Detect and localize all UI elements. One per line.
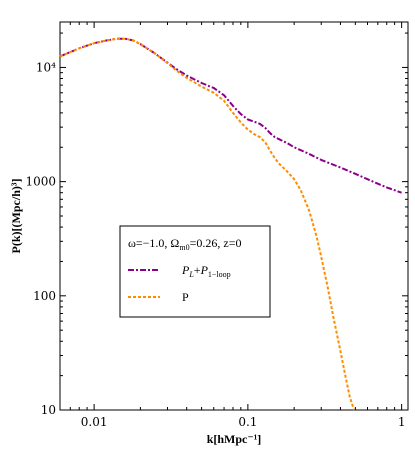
x-axis-label: k[hMpc⁻¹] [207,432,262,446]
y-tick-label: 100 [33,289,56,303]
y-tick-label: 10 [41,403,56,417]
x-tick-label: 0.1 [238,415,257,429]
axis-ticks: 0.01 0.1 1 10 100 1000 10⁴ [25,22,408,429]
legend: ω=−1.0, Ωm0=0.26, z=0 PL+P1−loop P [119,225,271,318]
plot-frame [59,21,409,411]
legend-label-series-2: P [182,290,189,304]
series-line-1 [59,37,402,194]
series-layer [59,37,402,411]
legend-label-series-1: PL+P1−loop [181,263,231,279]
series-line-2 [59,37,355,411]
legend-box [119,225,271,318]
legend-title: ω=−1.0, Ωm0=0.26, z=0 [128,236,241,252]
y-tick-label: 10⁴ [36,60,56,74]
y-tick-label: 1000 [25,175,56,189]
x-tick-label: 1 [398,415,406,429]
y-axis-label: P(k)[(Mpc/h)³] [9,179,23,254]
x-tick-label: 0.01 [81,415,108,429]
